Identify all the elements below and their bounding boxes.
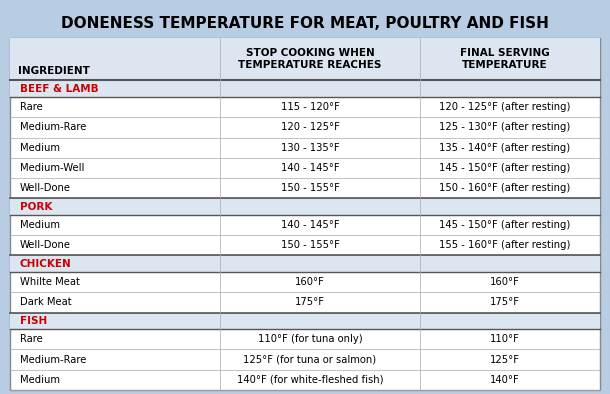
Text: 175°F: 175°F	[490, 297, 520, 307]
Text: Medium: Medium	[20, 375, 60, 385]
Text: 150 - 155°F: 150 - 155°F	[281, 183, 339, 193]
Text: 140°F (for white-fleshed fish): 140°F (for white-fleshed fish)	[237, 375, 383, 385]
Text: 110°F (for tuna only): 110°F (for tuna only)	[257, 335, 362, 344]
Text: FINAL SERVING
TEMPERATURE: FINAL SERVING TEMPERATURE	[460, 48, 550, 71]
Text: Medium: Medium	[20, 143, 60, 152]
Text: 160°F: 160°F	[490, 277, 520, 287]
Text: 145 - 150°F (after resting): 145 - 150°F (after resting)	[439, 220, 570, 230]
Text: Well-Done: Well-Done	[20, 240, 71, 250]
Text: CHICKEN: CHICKEN	[20, 259, 72, 269]
Text: PORK: PORK	[20, 202, 52, 212]
Bar	[10, 38, 600, 390]
Text: 120 - 125°F (after resting): 120 - 125°F (after resting)	[439, 102, 571, 112]
Text: 125°F: 125°F	[490, 355, 520, 364]
Text: Rare: Rare	[20, 335, 43, 344]
Text: 130 - 135°F: 130 - 135°F	[281, 143, 339, 152]
Text: DONENESS TEMPERATURE FOR MEAT, POULTRY AND FISH: DONENESS TEMPERATURE FOR MEAT, POULTRY A…	[61, 16, 549, 31]
Text: Medium-Well: Medium-Well	[20, 163, 84, 173]
Text: BEEF & LAMB: BEEF & LAMB	[20, 84, 99, 94]
Text: INGREDIENT: INGREDIENT	[18, 66, 90, 76]
Text: Well-Done: Well-Done	[20, 183, 71, 193]
Text: 140°F: 140°F	[490, 375, 520, 385]
Text: 140 - 145°F: 140 - 145°F	[281, 163, 339, 173]
Text: Medium: Medium	[20, 220, 60, 230]
Text: 150 - 160°F (after resting): 150 - 160°F (after resting)	[439, 183, 570, 193]
Text: 120 - 125°F: 120 - 125°F	[281, 123, 339, 132]
Text: Whilte Meat: Whilte Meat	[20, 277, 80, 287]
Text: FISH: FISH	[20, 316, 47, 326]
Text: 115 - 120°F: 115 - 120°F	[281, 102, 339, 112]
Text: 135 - 140°F (after resting): 135 - 140°F (after resting)	[439, 143, 570, 152]
Text: 140 - 145°F: 140 - 145°F	[281, 220, 339, 230]
Text: STOP COOKING WHEN
TEMPERATURE REACHES: STOP COOKING WHEN TEMPERATURE REACHES	[239, 48, 382, 71]
Text: 160°F: 160°F	[295, 277, 325, 287]
Text: 155 - 160°F (after resting): 155 - 160°F (after resting)	[439, 240, 571, 250]
Text: Medium-Rare: Medium-Rare	[20, 123, 87, 132]
Bar	[10, 198, 600, 215]
Text: 175°F: 175°F	[295, 297, 325, 307]
Bar	[10, 255, 600, 272]
Text: 110°F: 110°F	[490, 335, 520, 344]
Text: Medium-Rare: Medium-Rare	[20, 355, 87, 364]
Bar	[10, 312, 600, 329]
Text: 150 - 155°F: 150 - 155°F	[281, 240, 339, 250]
Text: 145 - 150°F (after resting): 145 - 150°F (after resting)	[439, 163, 570, 173]
Text: Dark Meat: Dark Meat	[20, 297, 71, 307]
Text: 125°F (for tuna or salmon): 125°F (for tuna or salmon)	[243, 355, 376, 364]
Bar	[10, 38, 600, 80]
Text: 125 - 130°F (after resting): 125 - 130°F (after resting)	[439, 123, 570, 132]
Bar	[10, 80, 600, 97]
Text: Rare: Rare	[20, 102, 43, 112]
